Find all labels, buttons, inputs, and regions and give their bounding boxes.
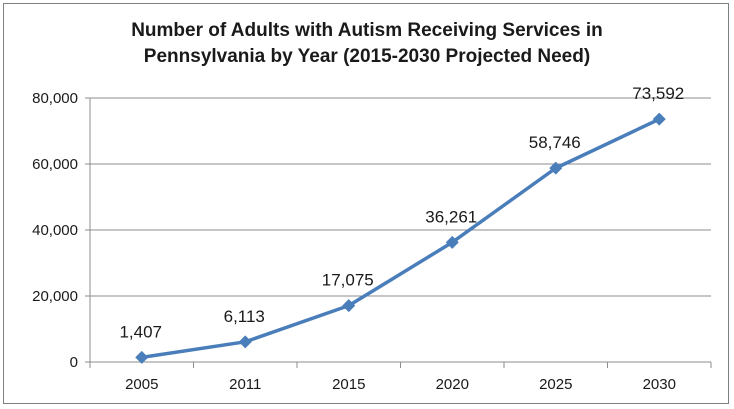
x-axis-ticks: 2005 2011 2015 2020 2025 2030 <box>125 376 676 393</box>
data-labels: 1,407 6,113 17,075 36,261 58,746 73,592 <box>119 84 684 341</box>
y-axis-ticks: 0 20,000 40,000 60,000 80,000 <box>32 90 78 371</box>
data-label: 17,075 <box>322 271 374 290</box>
chart-title: Number of Adults with Autism Receiving S… <box>0 18 734 70</box>
chart-title-line-2: Pennsylvania by Year (2015-2030 Projecte… <box>143 46 591 67</box>
x-tick-label: 2025 <box>539 376 572 393</box>
y-tick-label: 40,000 <box>32 222 78 239</box>
x-tick-label: 2030 <box>643 376 676 393</box>
y-tick-label: 0 <box>70 354 78 371</box>
y-tick-label: 60,000 <box>32 156 78 173</box>
data-point-marker <box>238 335 252 349</box>
data-point-marker <box>342 299 356 313</box>
data-point-marker <box>652 112 666 126</box>
data-label: 58,746 <box>529 133 581 152</box>
data-point-marker <box>135 350 149 364</box>
gridlines <box>90 97 711 297</box>
x-tick-label: 2015 <box>332 376 365 393</box>
y-tick-label: 80,000 <box>32 90 78 107</box>
chart-frame <box>3 3 729 404</box>
data-label: 1,407 <box>119 322 162 341</box>
chart-title-line-1: Number of Adults with Autism Receiving S… <box>131 20 603 41</box>
data-label: 36,261 <box>425 207 477 226</box>
y-tick-label: 20,000 <box>32 288 78 305</box>
series-line <box>141 117 660 360</box>
x-tick-label: 2005 <box>125 376 158 393</box>
data-label: 73,592 <box>632 84 684 103</box>
axes <box>85 97 712 368</box>
data-point-marker <box>549 161 563 175</box>
data-point-marker <box>445 235 459 249</box>
data-label: 6,113 <box>224 307 265 326</box>
x-tick-label: 2020 <box>436 376 469 393</box>
series <box>135 112 666 364</box>
x-tick-label: 2011 <box>229 376 261 393</box>
